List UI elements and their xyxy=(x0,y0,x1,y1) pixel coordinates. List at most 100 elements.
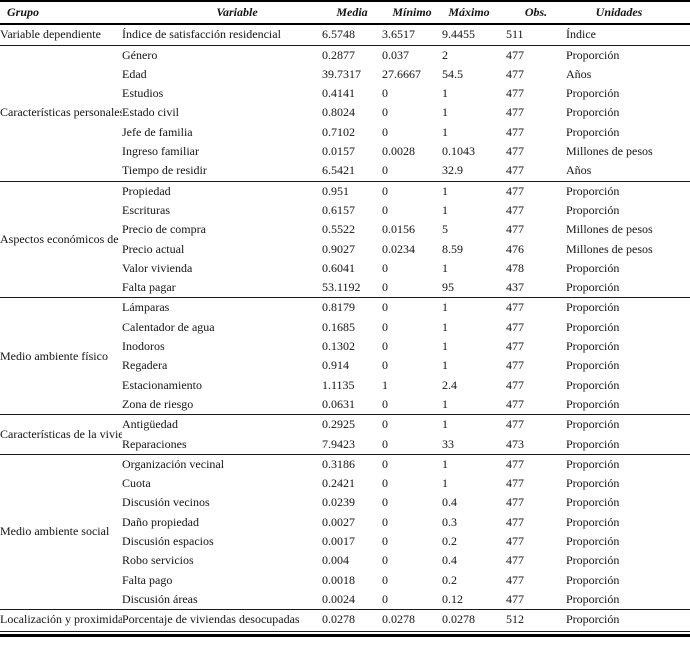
media-cell: 0.004 xyxy=(322,553,349,568)
media-cell: 0.0017 xyxy=(322,534,355,549)
obs-cell: 477 xyxy=(506,339,524,354)
media-cell: 0.6157 xyxy=(322,202,355,217)
obs-cell: 477 xyxy=(506,572,524,587)
variable-cell: Discusión áreas xyxy=(122,589,322,611)
minimo-cell: 0 xyxy=(382,417,388,432)
maximo-cell: 1 xyxy=(442,105,448,120)
obs-cell: 477 xyxy=(506,394,566,416)
minimo-cell: 0 xyxy=(382,183,388,198)
variable-cell: Edad xyxy=(122,66,147,81)
descriptive-statistics-table: Grupo Variable Media Mínimo Máximo Obs. Unidad… xyxy=(0,0,690,632)
minimo-cell: 0 xyxy=(382,358,388,373)
media-cell: 0.3186 xyxy=(322,456,355,471)
maximo-cell: 54.5 xyxy=(442,66,463,81)
obs-cell: 478 xyxy=(506,260,524,275)
table-row: Discusión espacios 0.0017 0 0.2 477 Proporció… xyxy=(0,532,690,551)
header-row: Grupo Variable Media Mínimo Máximo Obs. Unidad… xyxy=(0,1,690,26)
table-row: Robo servicios 0.004 0 0.4 477 Proporción xyxy=(0,551,690,570)
variable-cell: Propiedad xyxy=(122,183,171,198)
maximo-cell: 95 xyxy=(442,278,506,299)
unidades-cell: Proporción xyxy=(566,47,620,62)
variable-cell: Estudios xyxy=(122,86,164,101)
table-bottom-rule xyxy=(0,633,690,637)
obs-cell: 477 xyxy=(506,105,524,120)
media-cell: 6.5748 xyxy=(322,24,382,46)
minimo-cell: 3.6517 xyxy=(382,24,442,46)
minimo-cell: 0 xyxy=(382,476,388,491)
variable-cell: Género xyxy=(122,47,158,62)
group-cell: Características de la vivienda xyxy=(0,414,122,455)
maximo-cell: 1 xyxy=(442,394,506,416)
variable-cell: Discusión vecinos xyxy=(122,495,210,510)
obs-cell: 477 xyxy=(506,514,524,529)
table-row: Características de la viviendaAntigüedad… xyxy=(0,414,690,455)
column-header-minimo: Mínimo xyxy=(382,1,442,26)
unidades-cell: Proporción xyxy=(566,589,690,611)
table-row: Estudios 0.4141 0 1 477 Proporción xyxy=(0,84,690,103)
table-row: Precio actual 0.9027 0.0234 8.59 476 Millones… xyxy=(0,240,690,259)
media-cell: 0.0157 xyxy=(322,144,355,159)
unidades-cell: Proporción xyxy=(566,86,620,101)
group-cell: Medio ambiente social xyxy=(0,454,122,611)
maximo-cell: 1 xyxy=(442,202,448,217)
minimo-cell: 0 xyxy=(382,514,388,529)
variable-cell: Zona de riesgo xyxy=(122,394,322,416)
media-cell: 6.5421 xyxy=(322,161,382,182)
unidades-cell: Proporción xyxy=(566,572,620,587)
group-cell: Aspectos económicos de la vivienda xyxy=(0,181,122,299)
obs-cell: 477 xyxy=(506,66,524,81)
maximo-cell: 0.2 xyxy=(442,534,457,549)
obs-cell: 477 xyxy=(506,161,566,182)
unidades-cell: Proporción xyxy=(566,278,690,299)
variable-cell: Estacionamiento xyxy=(122,377,202,392)
media-cell: 0.0239 xyxy=(322,495,355,510)
media-cell: 0.9027 xyxy=(322,241,355,256)
minimo-cell: 0 xyxy=(382,534,388,549)
media-cell: 0.0018 xyxy=(322,572,355,587)
media-cell: 0.2877 xyxy=(322,47,355,62)
media-cell: 0.1685 xyxy=(322,319,355,334)
group-cell: Características personales xyxy=(0,45,122,182)
table-row: Discusión áreas 0.0024 0 0.12 477 Proporción xyxy=(0,589,690,611)
table-row: Escrituras 0.6157 0 1 477 Proporción xyxy=(0,201,690,220)
variable-cell: Regadera xyxy=(122,358,168,373)
variable-cell: Organización vecinal xyxy=(122,456,225,471)
obs-cell: 476 xyxy=(506,241,524,256)
table-row: Medio ambiente social Organización vecina… xyxy=(0,454,690,611)
media-cell: 0.0278 xyxy=(322,609,382,632)
maximo-cell: 0.0278 xyxy=(442,609,506,632)
unidades-cell: Proporción xyxy=(566,358,620,373)
minimo-cell: 0 xyxy=(382,105,388,120)
variable-cell: Jefe de familia xyxy=(122,124,193,139)
group-cell: Localización y proximidad xyxy=(0,609,122,632)
maximo-cell: 33 xyxy=(442,434,506,455)
maximo-cell: 0.1043 xyxy=(442,144,475,159)
minimo-cell: 0 xyxy=(382,339,388,354)
obs-cell: 477 xyxy=(506,300,524,315)
media-cell: 1.1135 xyxy=(322,377,355,392)
table-body: Variable dependiente Índice de satisfacci… xyxy=(0,24,690,632)
maximo-cell: 1 xyxy=(442,417,448,432)
maximo-cell: 1 xyxy=(442,300,448,315)
minimo-cell: 0.0028 xyxy=(382,144,415,159)
variable-cell: Antigüedad xyxy=(122,417,178,432)
table-row: Regadera 0.914 0 1 477 Proporción xyxy=(0,356,690,375)
maximo-cell: 9.4455 xyxy=(442,24,506,46)
column-header-grupo: Grupo xyxy=(0,1,122,26)
variable-cell: Robo servicios xyxy=(122,553,194,568)
variable-cell: Calentador de agua xyxy=(122,319,215,334)
unidades-cell: Proporción xyxy=(566,202,620,217)
column-header-variable: Variable xyxy=(122,1,322,26)
column-header-maximo: Máximo xyxy=(442,1,506,26)
minimo-cell: 0.0156 xyxy=(382,222,415,237)
unidades-cell: Proporción xyxy=(566,434,690,455)
table-row: Medio ambiente físico Lámparas 0.8179 0 1 477… xyxy=(0,297,690,416)
variable-cell: Inodoros xyxy=(122,339,165,354)
obs-cell: 477 xyxy=(506,202,524,217)
variable-cell: Reparaciones xyxy=(122,434,322,455)
table-row: Zona de riesgo 0.0631 0 1 477 Proporción xyxy=(0,394,690,416)
variable-cell: Precio de compra xyxy=(122,222,206,237)
obs-cell: 477 xyxy=(506,358,524,373)
table-row: Valor vivienda 0.6041 0 1 478 Proporción xyxy=(0,259,690,278)
maximo-cell: 1 xyxy=(442,86,448,101)
